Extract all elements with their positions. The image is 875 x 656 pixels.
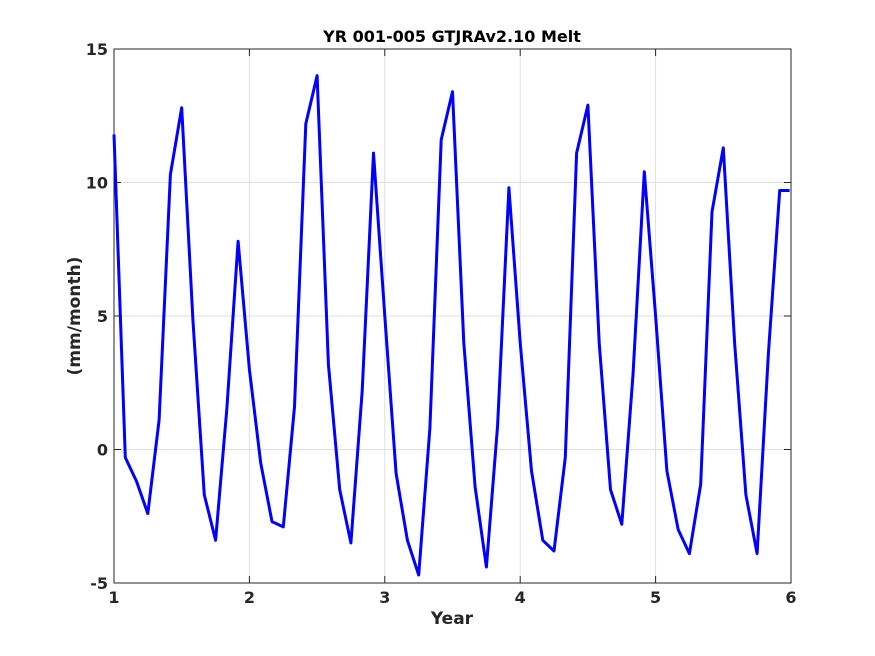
- x-tick-label: 5: [650, 588, 661, 607]
- series-line: [112, 74, 790, 577]
- y-axis-title: (mm/month): [65, 257, 85, 376]
- chart-title: YR 001-005 GTJRAv2.10 Melt: [322, 27, 581, 46]
- x-tick-label: 4: [515, 588, 526, 607]
- x-tick-label: 2: [244, 588, 255, 607]
- y-tick-label: 15: [86, 40, 108, 59]
- axis-ticks: 1 2 3 4 5 6 -5 0 5 10 15: [86, 40, 797, 607]
- x-tick-label: 3: [379, 588, 390, 607]
- gridlines: [113, 48, 792, 584]
- x-tick-label: 1: [108, 588, 119, 607]
- series-layer: [112, 74, 790, 577]
- x-tick-label: 6: [785, 588, 796, 607]
- y-tick-label: 10: [86, 174, 108, 193]
- y-tick-label: 5: [97, 307, 108, 326]
- x-axis-title: Year: [430, 609, 474, 629]
- y-tick-label: -5: [90, 574, 108, 593]
- y-tick-label: 0: [97, 441, 108, 460]
